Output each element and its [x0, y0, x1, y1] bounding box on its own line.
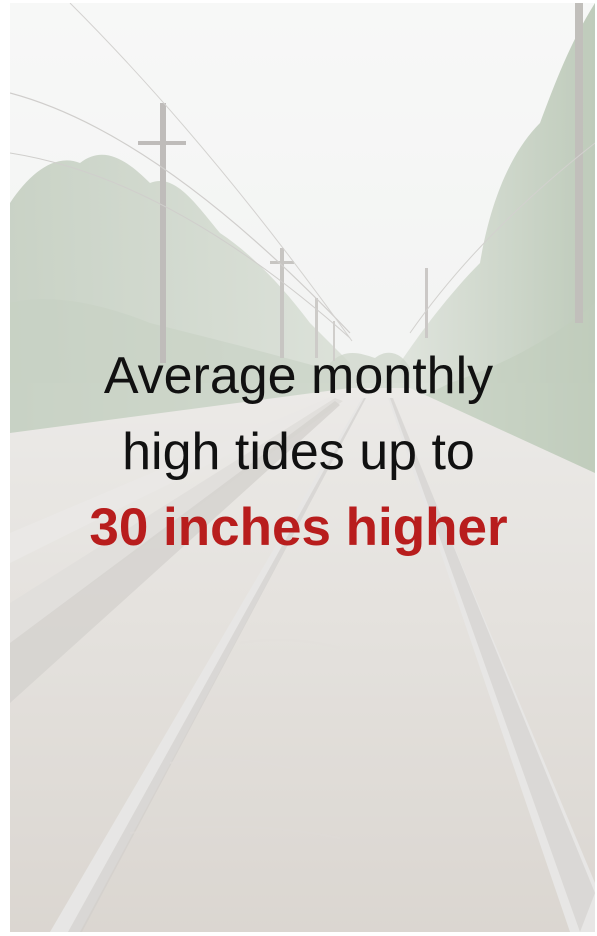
caption: Average monthly high tides up to 30 inch…: [0, 338, 597, 566]
utility-pole: [160, 103, 166, 363]
rail-left: [50, 398, 366, 932]
white-overlay: [10, 3, 595, 932]
caption-emphasis: 30 inches higher: [89, 498, 508, 557]
caption-line-2: high tides up to: [122, 423, 475, 481]
walkway: [10, 393, 348, 563]
background-photo: [10, 3, 595, 932]
caption-line-1: Average monthly: [103, 347, 494, 405]
